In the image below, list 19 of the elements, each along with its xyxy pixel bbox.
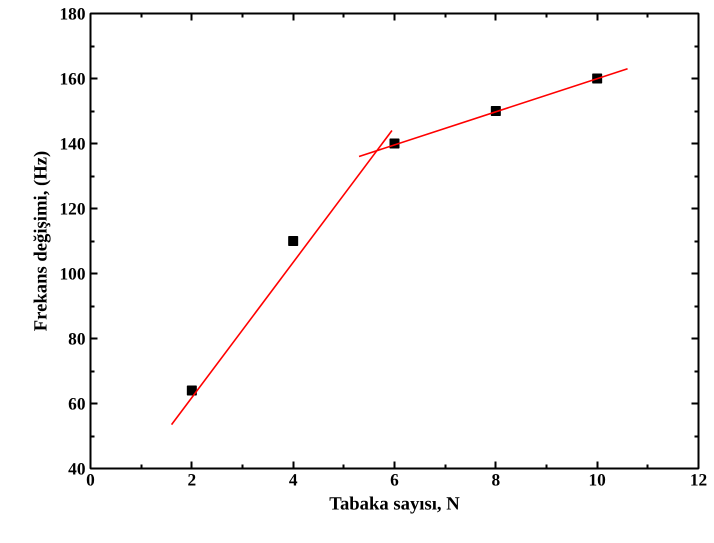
x-axis-title: Tabaka sayısı, N [329, 494, 460, 514]
x-tick-label: 0 [86, 470, 95, 490]
x-tick-label: 12 [690, 470, 708, 490]
y-tick-label: 120 [60, 200, 86, 218]
y-tick-label: 100 [60, 264, 86, 284]
y-tick-label: 60 [68, 394, 86, 414]
x-tick-label: 4 [288, 470, 298, 490]
y-tick-label: 180 [60, 4, 86, 24]
x-tick-label: 10 [588, 470, 606, 490]
y-tick-label: 80 [68, 330, 86, 348]
y-tick-label: 140 [60, 134, 86, 154]
x-tick-label: 2 [188, 470, 196, 490]
y-axis-title: Frekans değişimi, (Hz) [30, 150, 52, 332]
point [288, 236, 298, 246]
point [186, 386, 197, 396]
x-tick-label: 6 [390, 470, 400, 490]
x-tick-label: 8 [492, 470, 500, 490]
y-tick-label: 160 [60, 70, 86, 88]
y-tick-label: 40 [68, 460, 86, 478]
